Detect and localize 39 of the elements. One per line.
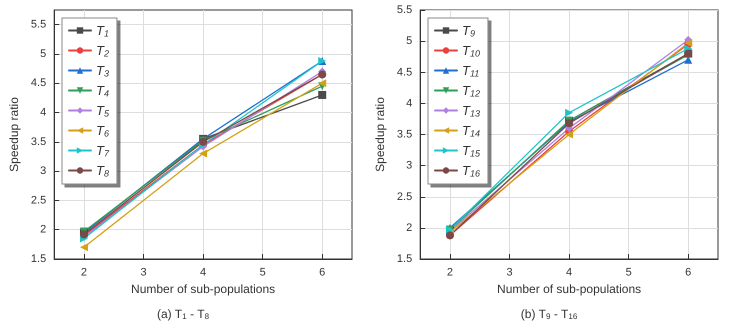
x-tick-label: 3 <box>506 266 513 278</box>
y-tick-label: 5 <box>40 48 46 60</box>
y-tick-label: 3.5 <box>396 128 412 140</box>
y-tick-label: 3.5 <box>30 136 46 148</box>
y-tick-label: 3 <box>40 165 46 178</box>
text: (a) T1 - T8 <box>156 307 210 321</box>
x-tick-label: 5 <box>260 266 266 278</box>
x-axis-title: Number of sub-populations <box>497 282 642 296</box>
y-tick-label: 2.5 <box>30 194 46 206</box>
x-tick-label: 6 <box>685 266 692 278</box>
y-tick-label: 2 <box>40 224 46 236</box>
y-tick-label: 3 <box>406 160 412 172</box>
y-tick-label: 1.5 <box>396 253 412 265</box>
point <box>80 243 88 252</box>
y-tick-label: 5.5 <box>30 18 46 31</box>
y-tick-label: 2 <box>406 222 412 234</box>
x-tick-label: 5 <box>626 266 632 278</box>
x-tick-label: 4 <box>566 266 572 278</box>
y-tick-label: 2.5 <box>396 190 412 203</box>
y-axis-title: Speedup ratio <box>7 96 21 172</box>
x-axis-title: Number of sub-populations <box>131 282 276 296</box>
x-tick-label: 4 <box>200 266 206 278</box>
point <box>199 150 208 158</box>
x-tick-label: 3 <box>140 266 147 278</box>
y-tick-label: 1.5 <box>30 253 46 265</box>
point <box>565 130 574 138</box>
y-tick-label: 4.5 <box>30 77 46 90</box>
y-tick-label: 5 <box>406 35 412 48</box>
point <box>318 79 326 88</box>
y-tick-label: 4 <box>406 97 412 110</box>
x-tick-label: 2 <box>446 266 454 278</box>
y-tick-label: 5.5 <box>396 4 412 16</box>
x-tick-label: 2 <box>80 266 88 278</box>
text: (b) T9 - T16 <box>520 307 578 321</box>
x-tick-label: 6 <box>319 266 326 278</box>
y-tick-label: 4.5 <box>396 66 412 78</box>
y-tick-label: 4 <box>40 106 46 119</box>
y-axis-title: Speedup ratio <box>373 96 387 172</box>
point <box>318 90 326 99</box>
